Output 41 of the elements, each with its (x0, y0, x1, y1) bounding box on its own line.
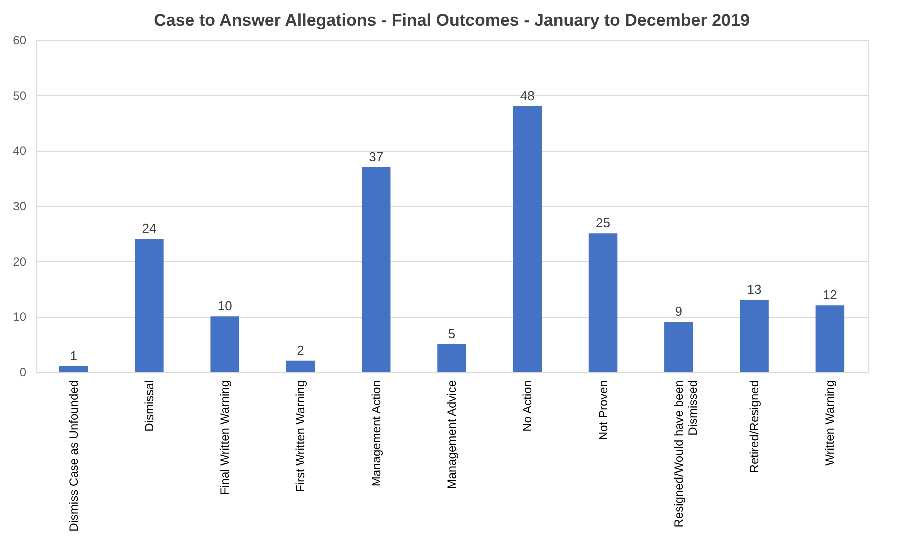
data-label: 24 (142, 221, 157, 236)
x-tick-label: Final Written Warning (218, 380, 232, 496)
bar (438, 344, 466, 372)
data-label: 9 (675, 304, 683, 320)
bar (740, 300, 769, 372)
bar (513, 106, 542, 372)
bar (664, 322, 694, 372)
data-label: 1 (70, 348, 78, 364)
bar (210, 316, 240, 372)
x-tick-label: Dismissal (142, 380, 156, 432)
data-label: 5 (448, 326, 456, 342)
x-tick-label: Management Action (369, 380, 384, 487)
x-tick-label: Resigned/Would have been Dismissed (672, 380, 700, 528)
x-tick-label: Management Advice (445, 380, 459, 490)
chart-title: Case to Answer Allegations - Final Outcomes - January to December 2019 (154, 11, 750, 30)
y-tick-label: 40 (13, 144, 27, 158)
bar (135, 239, 164, 372)
data-label: 25 (596, 216, 611, 231)
data-label: 37 (369, 149, 384, 164)
y-tick-label: 60 (13, 34, 27, 48)
x-tick-label: First Written Warning (294, 380, 308, 493)
x-tick-label: Dismiss Case as Unfounded (66, 380, 81, 532)
x-tick-label: Written Warning (823, 380, 838, 466)
bar (286, 360, 316, 372)
y-tick-label: 20 (13, 254, 27, 269)
data-label: 12 (822, 288, 838, 303)
y-tick-label: 10 (13, 310, 27, 324)
y-tick-label: 30 (13, 200, 27, 214)
data-label: 13 (747, 282, 762, 298)
x-tick-label: Not Proven (596, 380, 610, 441)
bar (362, 167, 391, 372)
bar (588, 234, 618, 372)
y-tick-label: 0 (20, 366, 27, 380)
y-tick-label: 50 (13, 88, 27, 103)
data-label: 2 (297, 342, 304, 358)
x-tick-label: Retired/Resigned (748, 380, 762, 474)
x-tick-label: No Action (520, 380, 535, 432)
data-label: 10 (218, 298, 232, 314)
bar (59, 366, 88, 372)
bar (816, 306, 845, 372)
data-label: 48 (520, 88, 535, 104)
